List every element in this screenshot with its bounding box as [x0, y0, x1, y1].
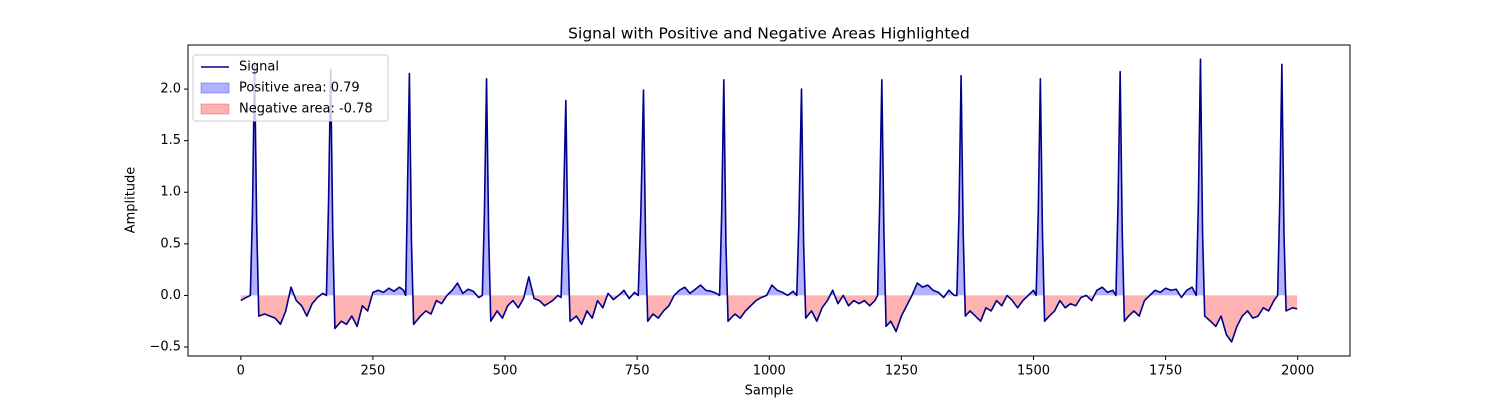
- x-tick-label: 0: [237, 364, 245, 379]
- legend-patch: [200, 103, 230, 115]
- legend-label: Signal: [239, 60, 279, 75]
- x-tick-label: 1000: [753, 364, 786, 379]
- y-tick-label: −0.5: [149, 340, 181, 355]
- x-tick-label: 1250: [885, 364, 918, 379]
- chart-title: Signal with Positive and Negative Areas …: [568, 25, 970, 43]
- y-tick-label: 1.0: [160, 185, 181, 200]
- legend-label: Positive area: 0.79: [239, 81, 360, 96]
- x-tick-label: 1500: [1017, 364, 1050, 379]
- y-tick-label: 2.0: [160, 82, 181, 97]
- legend-label: Negative area: -0.78: [239, 102, 373, 117]
- area-fill: [240, 295, 1298, 342]
- y-tick-label: 0.0: [160, 288, 181, 303]
- x-axis-label: Sample: [745, 384, 794, 399]
- x-tick-label: 250: [361, 364, 386, 379]
- x-tick-label: 500: [493, 364, 518, 379]
- x-tick-label: 750: [625, 364, 650, 379]
- x-tick-label: 1750: [1149, 364, 1182, 379]
- y-axis-label: Amplitude: [124, 167, 139, 234]
- y-tick-label: 0.5: [160, 236, 181, 251]
- signal-line: [240, 58, 1298, 343]
- plot-frame: [187, 44, 1351, 357]
- x-tick-label: 2000: [1281, 364, 1314, 379]
- legend: Signal Positive area: 0.79 Negative area: …: [192, 54, 389, 122]
- legend-patch: [200, 82, 230, 94]
- y-tick-label: 1.5: [160, 133, 181, 148]
- legend-box: [192, 54, 389, 122]
